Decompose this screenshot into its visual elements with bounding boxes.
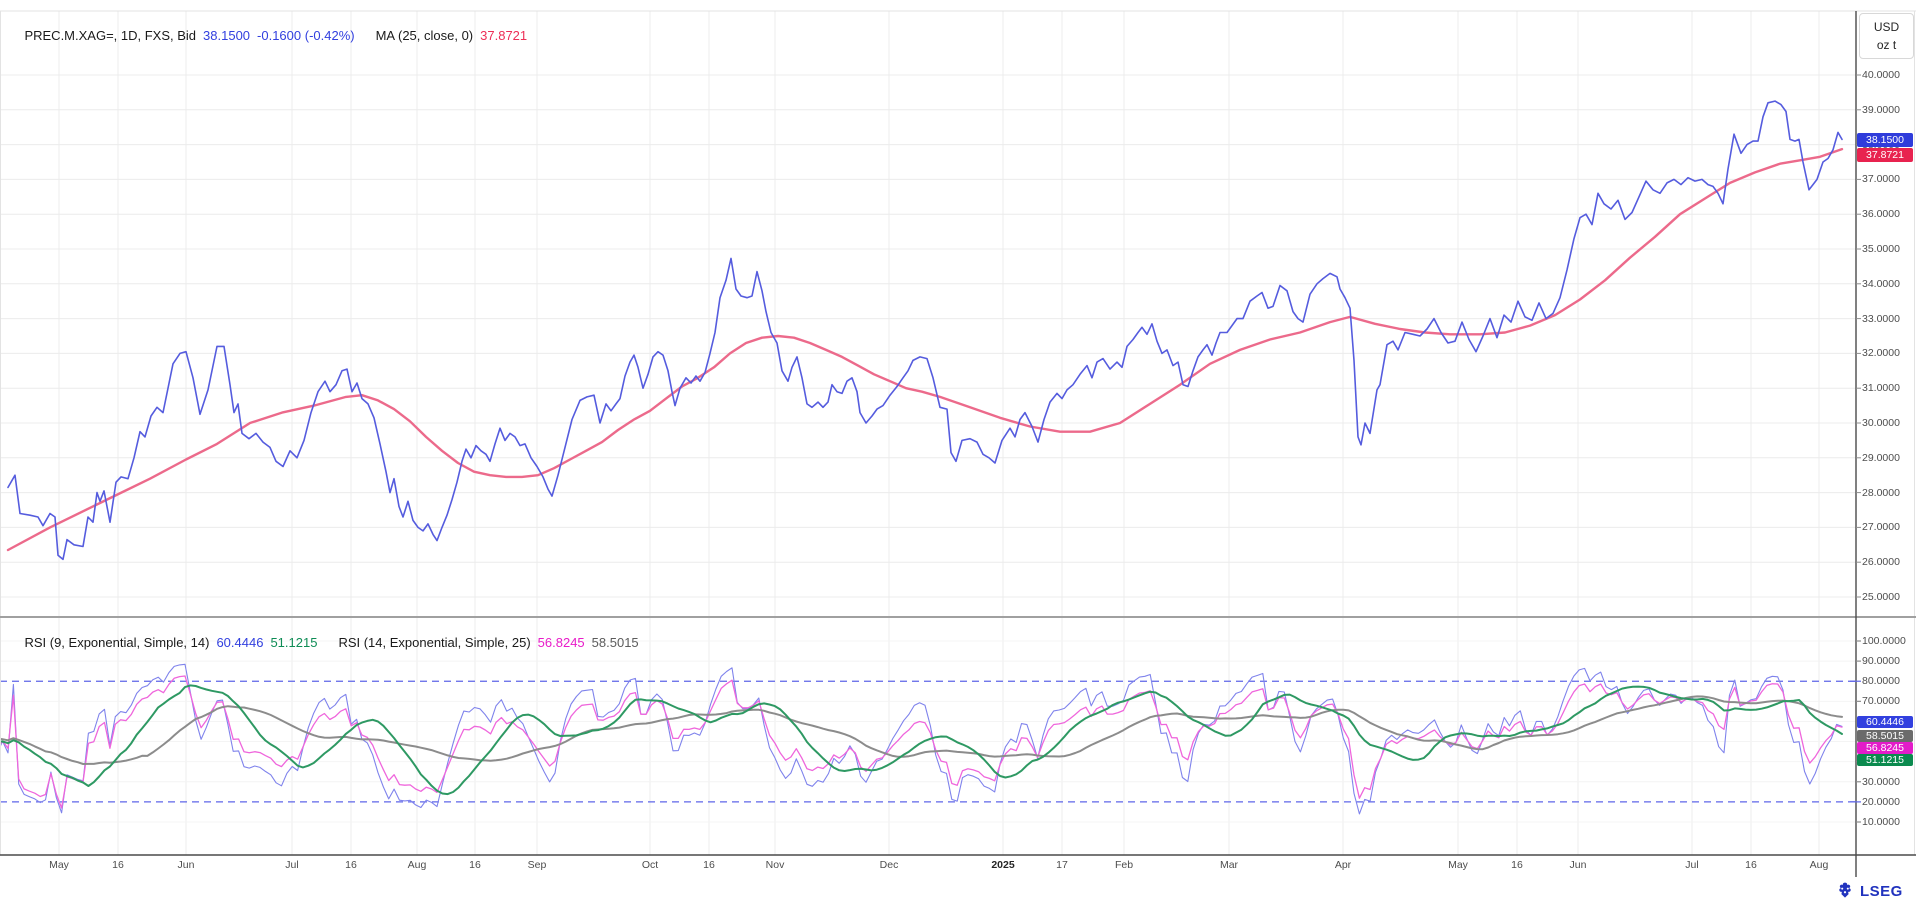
time-tick-label: 16 <box>112 859 124 871</box>
ma-legend-value: 37.8721 <box>480 28 528 43</box>
rsi-slow-ma-value: 58.5015 <box>591 635 639 650</box>
rsi-tick-label: 90.0000 <box>1862 655 1900 667</box>
price-tick-label: 32.0000 <box>1862 347 1900 359</box>
time-tick-label: May <box>49 859 69 871</box>
price-tick-label: 28.0000 <box>1862 487 1900 499</box>
lseg-crest-icon <box>1839 882 1851 898</box>
axis-unit-box: USD oz t <box>1859 13 1914 59</box>
rsi-tick-label: 70.0000 <box>1862 695 1900 707</box>
price-tick-label: 33.0000 <box>1862 313 1900 325</box>
rsi-tick-label: 10.0000 <box>1862 816 1900 828</box>
price-change-text: -0.1600 (-0.42%) <box>257 28 355 43</box>
price-tick-label: 39.0000 <box>1862 104 1900 116</box>
last-price-text: 38.1500 <box>203 28 251 43</box>
rsi-tick-label: 100.0000 <box>1862 635 1906 647</box>
price-tick-label: 25.0000 <box>1862 591 1900 603</box>
rsi-slow-label[interactable]: RSI (14, Exponential, Simple, 25) <box>338 635 531 650</box>
rsi-legend[interactable]: RSI (9, Exponential, Simple, 14) 60.4446 5… <box>10 620 646 665</box>
time-tick-label: Jun <box>177 859 195 871</box>
time-tick-label: Aug <box>407 859 427 871</box>
time-tick-label: Aug <box>1809 859 1829 871</box>
time-tick-label: Nov <box>765 859 785 871</box>
price-tick-label: 29.0000 <box>1862 452 1900 464</box>
price-tick-label: 35.0000 <box>1862 243 1900 255</box>
time-tick-label: Oct <box>641 859 659 871</box>
price-tick-label: 37.0000 <box>1862 173 1900 185</box>
time-tick-label: 16 <box>1511 859 1523 871</box>
axis-unit-measure: oz t <box>1876 38 1897 52</box>
lseg-logo: LSEG <box>1834 881 1903 901</box>
time-tick-label: 17 <box>1056 859 1068 871</box>
chart-plot-area[interactable] <box>0 11 1856 855</box>
rsi-fast-ma-value: 51.1215 <box>270 635 318 650</box>
price-tick-label: 30.0000 <box>1862 417 1900 429</box>
ma-legend-label[interactable]: MA (25, close, 0) <box>375 28 474 43</box>
time-tick-label: Jul <box>1685 859 1699 871</box>
price-tick-label: 31.0000 <box>1862 382 1900 394</box>
price-tick-label: 36.0000 <box>1862 208 1900 220</box>
axis-unit-currency: USD <box>1873 20 1900 34</box>
rsi-fast-ma-badge: 51.1215 <box>1857 754 1913 766</box>
lseg-logo-text: LSEG <box>1860 882 1903 900</box>
rsi-tick-label: 80.0000 <box>1862 675 1900 687</box>
time-tick-label: May <box>1448 859 1468 871</box>
price-tick-label: 40.0000 <box>1862 69 1900 81</box>
price-tick-label: 27.0000 <box>1862 521 1900 533</box>
price-tick-label: 34.0000 <box>1862 278 1900 290</box>
time-tick-label: 2025 <box>991 859 1015 871</box>
time-tick-label: 16 <box>469 859 481 871</box>
time-tick-label: Feb <box>1114 859 1134 871</box>
price-legend[interactable]: PREC.M.XAG=, 1D, FXS, Bid 38.1500 -0.1600 … <box>10 13 534 58</box>
rsi-slow-value: 56.8245 <box>537 635 585 650</box>
price-tick-label: 26.0000 <box>1862 556 1900 568</box>
time-tick-label: Jul <box>285 859 299 871</box>
time-tick-label: Mar <box>1219 859 1239 871</box>
time-tick-label: Sep <box>527 859 547 871</box>
rsi-slow-badge: 56.8245 <box>1857 742 1913 754</box>
time-tick-label: 16 <box>1745 859 1757 871</box>
last-price-badge: 38.1500 <box>1857 133 1913 147</box>
ma-value-badge: 37.8721 <box>1857 148 1913 162</box>
instrument-title[interactable]: PREC.M.XAG=, 1D, FXS, Bid <box>24 28 197 43</box>
time-tick-label: Jun <box>1569 859 1587 871</box>
rsi-slow-ma-badge: 58.5015 <box>1857 730 1913 742</box>
rsi-tick-label: 20.0000 <box>1862 796 1900 808</box>
time-tick-label: 16 <box>345 859 357 871</box>
time-tick-label: 16 <box>703 859 715 871</box>
rsi-fast-value: 60.4446 <box>216 635 264 650</box>
time-tick-label: Apr <box>1334 859 1352 871</box>
rsi-fast-label[interactable]: RSI (9, Exponential, Simple, 14) <box>24 635 210 650</box>
rsi-tick-label: 30.0000 <box>1862 776 1900 788</box>
time-tick-label: Dec <box>879 859 899 871</box>
rsi-fast-badge: 60.4446 <box>1857 716 1913 728</box>
